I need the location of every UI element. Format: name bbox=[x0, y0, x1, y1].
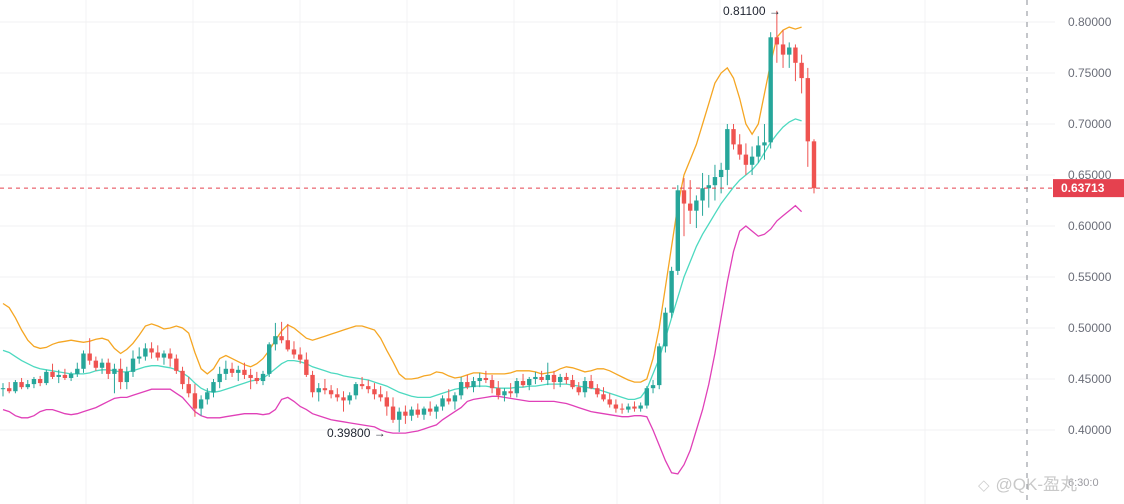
price-axis-tick: 0.45000 bbox=[1068, 372, 1112, 386]
price-axis-tick: 0.75000 bbox=[1068, 66, 1112, 80]
price-axis-tick: 0.80000 bbox=[1068, 15, 1112, 29]
watermark: ◇ @QK-盈丸 bbox=[978, 470, 1077, 495]
price-axis-tick: 0.60000 bbox=[1068, 219, 1112, 233]
price-axis-tick: 0.50000 bbox=[1068, 321, 1112, 335]
price-axis-tick: 0.55000 bbox=[1068, 270, 1112, 284]
price-axis-tick: 0.65000 bbox=[1068, 168, 1112, 182]
candles bbox=[0, 10, 817, 433]
price-axis-tick: 0.70000 bbox=[1068, 117, 1112, 131]
low-price-annotation: 0.39800 → bbox=[327, 426, 386, 440]
svg-text:0.63713: 0.63713 bbox=[1061, 181, 1105, 195]
watermark-text: @QK-盈丸 bbox=[995, 475, 1078, 494]
high-price-annotation: 0.81100 → bbox=[723, 4, 781, 18]
bollinger-bands bbox=[2, 26, 803, 475]
price-axis[interactable]: 0.80000 0.75000 0.70000 0.65000 0.60000 0.550… bbox=[1068, 15, 1112, 437]
chart-grid bbox=[0, 0, 1055, 504]
price-axis-tick: 0.40000 bbox=[1068, 423, 1112, 437]
time-axis-label: 6:30:0 bbox=[1068, 477, 1099, 489]
current-price-tag: 0.63713 bbox=[1053, 179, 1124, 198]
binance-diamond-icon: ◇ bbox=[978, 477, 990, 494]
